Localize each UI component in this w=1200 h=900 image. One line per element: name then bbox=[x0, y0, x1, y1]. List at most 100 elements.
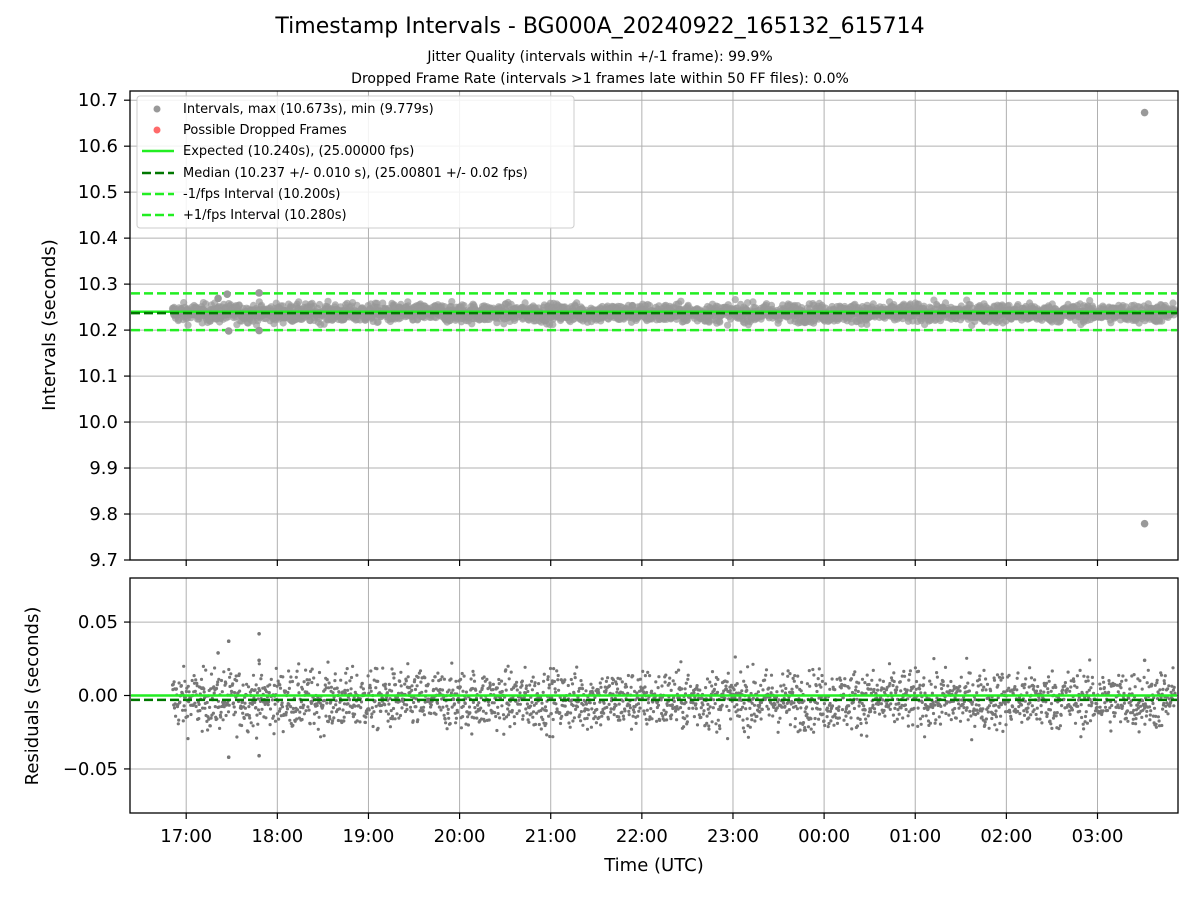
residual-point bbox=[708, 680, 712, 684]
interval-point bbox=[324, 297, 332, 305]
residual-point bbox=[810, 707, 815, 711]
residual-point bbox=[1046, 675, 1051, 679]
residual-point bbox=[752, 703, 757, 707]
residual-point bbox=[1047, 679, 1051, 683]
residual-point bbox=[855, 724, 860, 728]
residual-point bbox=[589, 725, 594, 729]
residual-point bbox=[675, 718, 679, 722]
residual-point bbox=[499, 679, 504, 683]
residual-point bbox=[370, 706, 374, 710]
residual-point bbox=[710, 670, 715, 674]
residual-point bbox=[949, 718, 953, 722]
residual-point bbox=[548, 666, 553, 671]
residual-point bbox=[793, 717, 798, 721]
residual-point bbox=[726, 737, 730, 741]
residual-point bbox=[1049, 722, 1053, 726]
residual-point bbox=[1023, 682, 1027, 687]
residual-point bbox=[393, 717, 397, 721]
residual-point bbox=[235, 735, 239, 739]
residual-point bbox=[392, 672, 396, 676]
residual-point bbox=[863, 681, 867, 685]
residual-point bbox=[745, 688, 749, 693]
residual-point bbox=[682, 725, 686, 729]
residual-point bbox=[795, 707, 800, 711]
residual-point bbox=[725, 704, 729, 709]
residual-point bbox=[531, 675, 535, 679]
residual-point bbox=[994, 715, 999, 719]
y-tick-label: 10.4 bbox=[78, 228, 118, 249]
residual-point bbox=[918, 717, 923, 721]
residual-point bbox=[589, 682, 593, 686]
legend-dropped-label: Possible Dropped Frames bbox=[183, 123, 347, 138]
residual-point bbox=[176, 722, 180, 726]
residual-point bbox=[981, 707, 985, 711]
residual-point bbox=[466, 723, 470, 727]
residual-point bbox=[495, 686, 499, 690]
residual-point bbox=[837, 708, 841, 713]
residual-point bbox=[280, 705, 285, 709]
residual-point bbox=[882, 708, 886, 713]
residual-point bbox=[850, 690, 855, 695]
residual-point bbox=[273, 702, 277, 706]
residual-point bbox=[627, 709, 631, 714]
residual-point bbox=[390, 667, 394, 671]
residual-point bbox=[918, 687, 922, 691]
residual-point bbox=[621, 699, 625, 703]
residual-point bbox=[998, 721, 1002, 726]
residual-point bbox=[446, 711, 450, 716]
residual-point bbox=[298, 710, 302, 714]
residual-point bbox=[412, 700, 416, 705]
residual-point bbox=[580, 683, 584, 687]
residual-point bbox=[776, 720, 781, 724]
residual-point bbox=[537, 682, 541, 686]
residual-point bbox=[436, 671, 440, 675]
y-tick-label: 9.9 bbox=[89, 458, 118, 479]
residual-point bbox=[828, 709, 833, 714]
residual-point bbox=[475, 716, 479, 720]
interval-outlier-point bbox=[224, 327, 233, 335]
residual-point bbox=[506, 713, 511, 717]
residual-point bbox=[247, 705, 251, 709]
residual-point bbox=[544, 722, 548, 726]
residual-point bbox=[1035, 706, 1039, 710]
residual-point bbox=[873, 710, 877, 714]
residual-point bbox=[483, 719, 487, 723]
residual-point bbox=[992, 678, 997, 682]
residual-point bbox=[654, 680, 658, 684]
residual-point bbox=[544, 709, 548, 713]
residual-point bbox=[715, 690, 720, 694]
residual-point bbox=[780, 689, 784, 693]
residual-point bbox=[346, 688, 350, 692]
residual-point bbox=[184, 689, 188, 694]
residual-point bbox=[369, 689, 373, 693]
residual-point bbox=[358, 720, 362, 724]
residual-point bbox=[285, 707, 290, 711]
residual-point bbox=[177, 681, 181, 685]
residual-point bbox=[984, 717, 989, 721]
residual-point bbox=[533, 722, 538, 727]
residual-point bbox=[331, 706, 335, 710]
residual-point bbox=[782, 683, 786, 687]
residual-point bbox=[643, 712, 647, 716]
residual-point bbox=[797, 701, 801, 705]
residual-point bbox=[399, 670, 403, 674]
residual-point bbox=[984, 677, 988, 681]
residual-point bbox=[623, 709, 627, 713]
residual-point bbox=[894, 691, 898, 695]
residual-point bbox=[847, 704, 851, 708]
residual-point bbox=[807, 669, 811, 673]
residual-point bbox=[203, 706, 207, 710]
residual-point bbox=[1050, 726, 1054, 731]
residual-point bbox=[786, 674, 790, 678]
residual-point bbox=[862, 704, 866, 708]
residual-point bbox=[1007, 686, 1011, 690]
residual-point bbox=[294, 675, 298, 679]
residual-point bbox=[928, 721, 933, 725]
residual-point bbox=[718, 727, 722, 731]
residual-point bbox=[541, 717, 545, 722]
residual-point bbox=[479, 706, 483, 710]
residual-point bbox=[278, 683, 282, 687]
residual-point bbox=[753, 681, 757, 685]
residual-point bbox=[941, 683, 946, 687]
residual-point bbox=[605, 705, 609, 710]
